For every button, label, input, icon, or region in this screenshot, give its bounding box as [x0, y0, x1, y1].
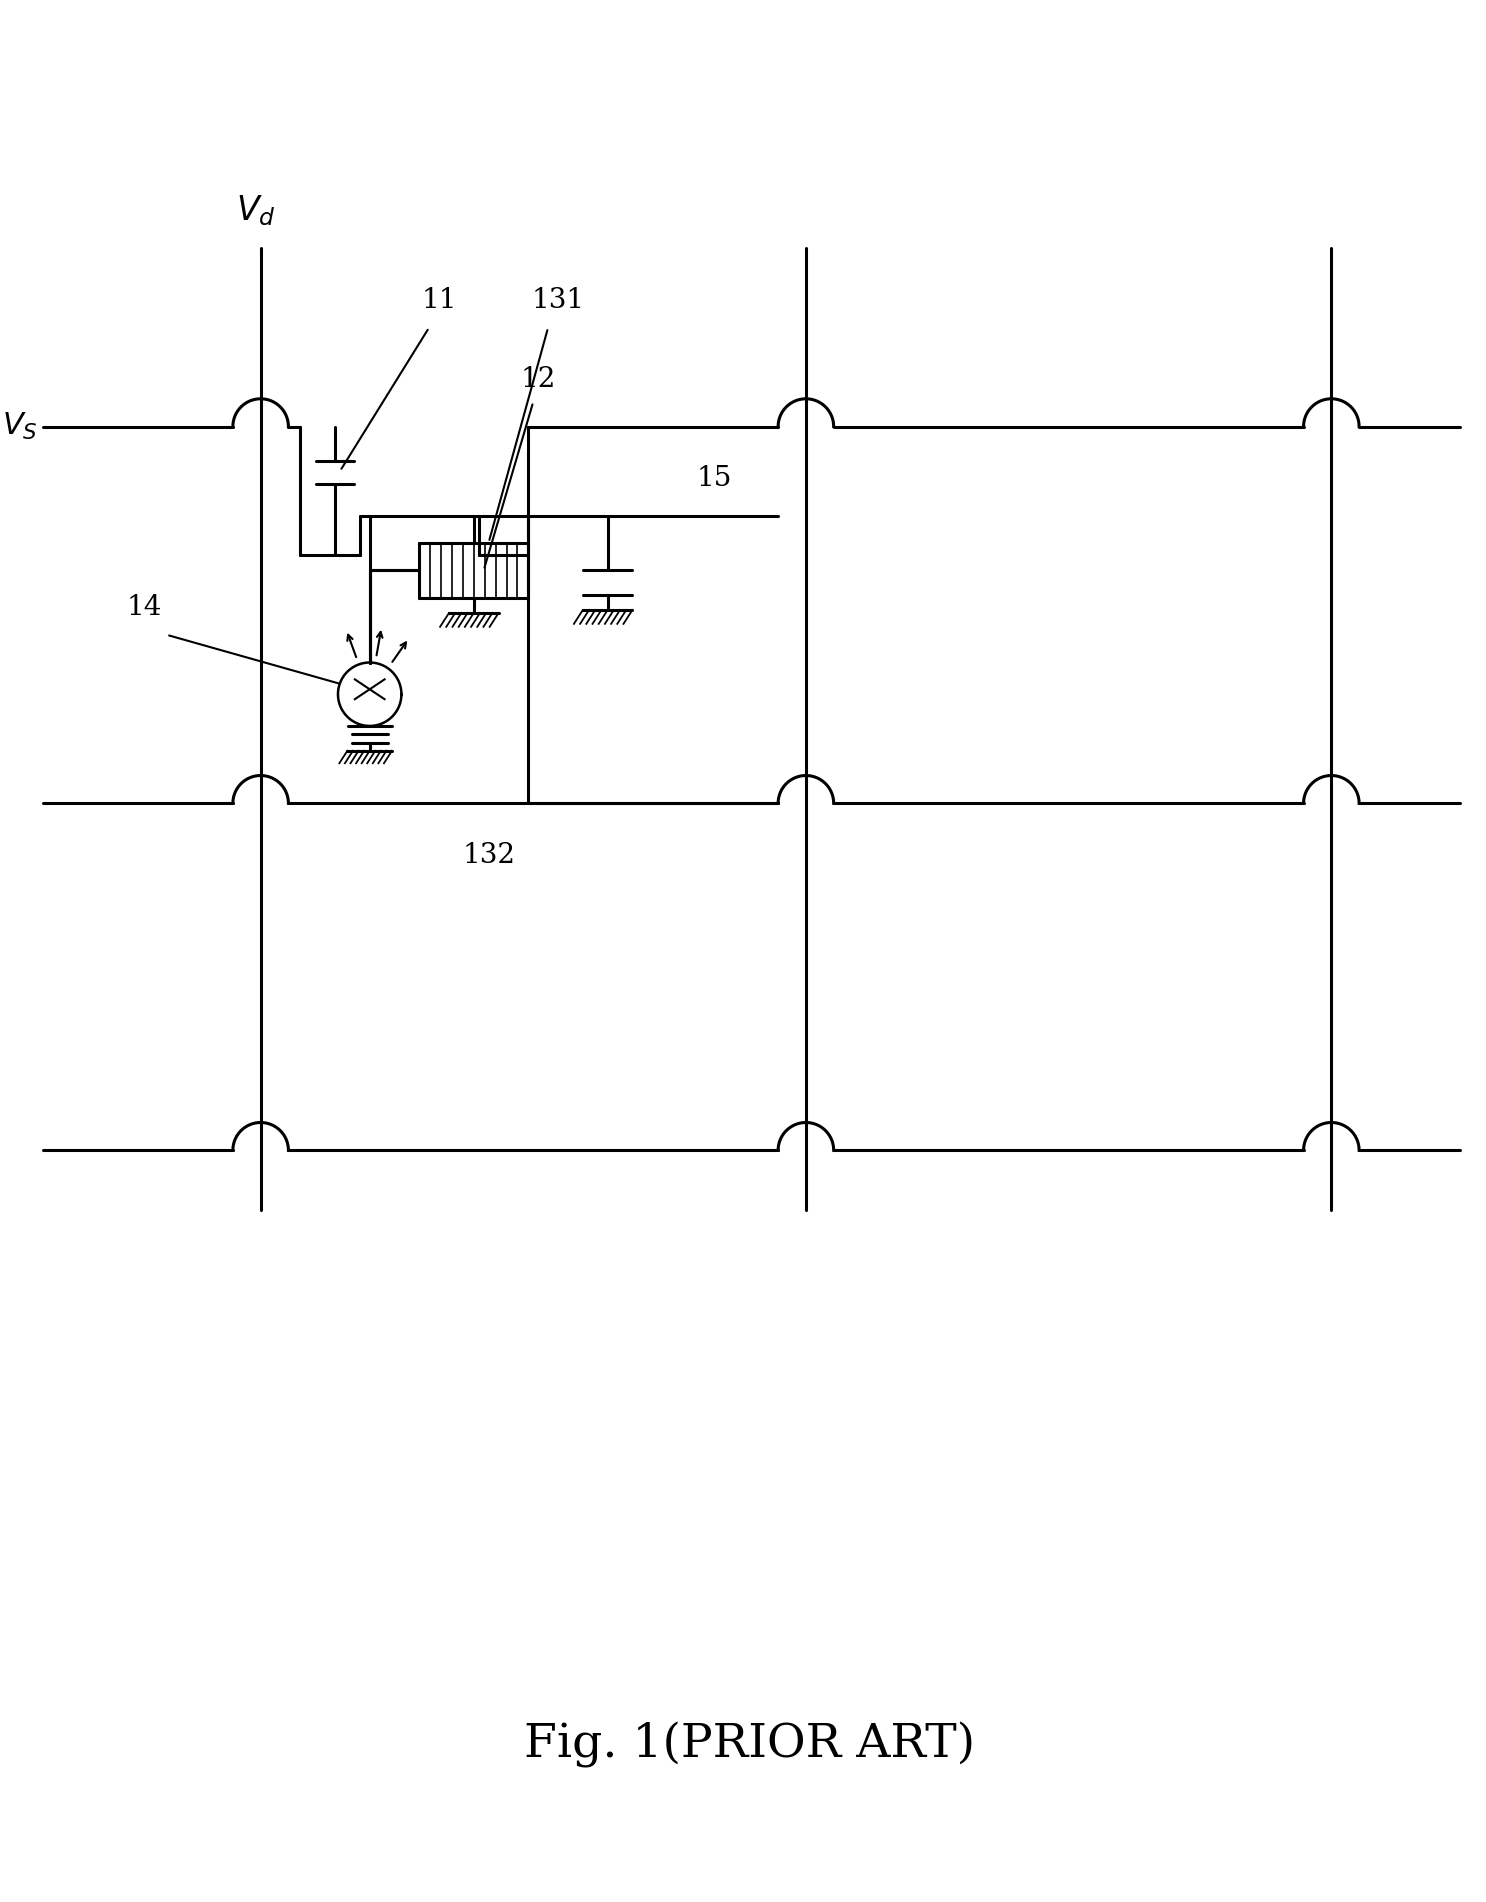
Text: 132: 132	[462, 843, 516, 869]
Text: Fig. 1(PRIOR ART): Fig. 1(PRIOR ART)	[525, 1721, 975, 1769]
Text: 12: 12	[520, 365, 556, 394]
Text: 14: 14	[126, 593, 162, 620]
Text: 11: 11	[422, 287, 456, 314]
Text: $V_d$: $V_d$	[236, 194, 275, 228]
Text: 131: 131	[532, 287, 584, 314]
Text: 15: 15	[697, 464, 733, 493]
Text: $V_S$: $V_S$	[1, 411, 37, 441]
